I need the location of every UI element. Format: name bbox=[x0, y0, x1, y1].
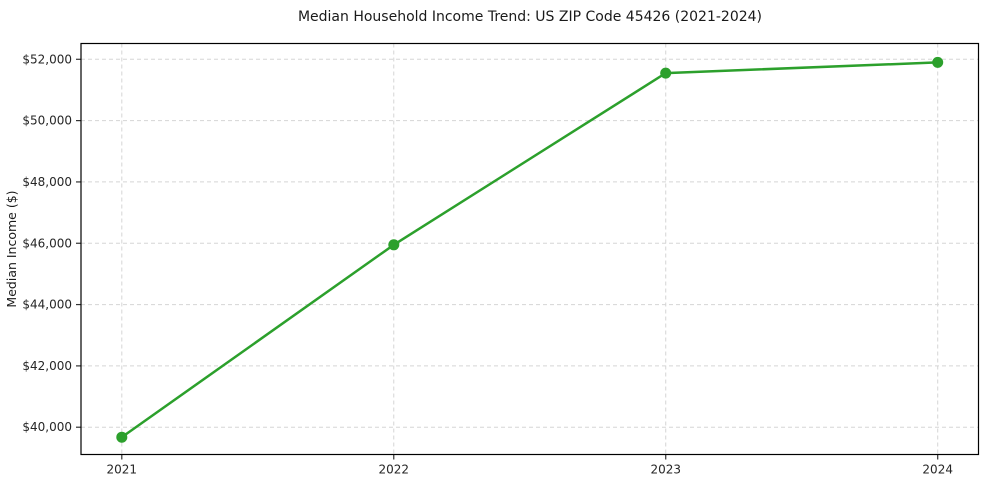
axis-frame bbox=[80, 42, 980, 456]
y-tick-label: $52,000 bbox=[22, 52, 72, 66]
axis-ticks: $40,000 $42,000 $44,000 $46,000 $48,000 $50,0… bbox=[22, 52, 953, 476]
gridlines bbox=[81, 43, 979, 455]
y-tick-label: $50,000 bbox=[22, 114, 72, 128]
x-tick-label: 2024 bbox=[922, 463, 953, 477]
plot-frame bbox=[80, 42, 980, 456]
y-tick-label: $40,000 bbox=[22, 420, 72, 434]
x-tick-label: 2023 bbox=[650, 463, 681, 477]
data-point-2024 bbox=[932, 56, 944, 68]
data-point-2022 bbox=[388, 239, 400, 251]
income-trend-line bbox=[120, 61, 939, 439]
x-tick-label: 2021 bbox=[107, 463, 138, 477]
y-tick-label: $46,000 bbox=[22, 236, 72, 250]
data-point-2023 bbox=[660, 67, 672, 79]
data-point-2021 bbox=[116, 431, 128, 443]
y-tick-label: $48,000 bbox=[22, 175, 72, 189]
x-tick-label: 2022 bbox=[378, 463, 409, 477]
y-tick-label: $44,000 bbox=[22, 298, 72, 312]
chart-title: Median Household Income Trend: US ZIP Co… bbox=[298, 9, 762, 25]
income-trend-series bbox=[116, 56, 944, 443]
y-axis-label: Median Income ($) bbox=[4, 190, 19, 307]
y-tick-label: $42,000 bbox=[22, 359, 72, 373]
